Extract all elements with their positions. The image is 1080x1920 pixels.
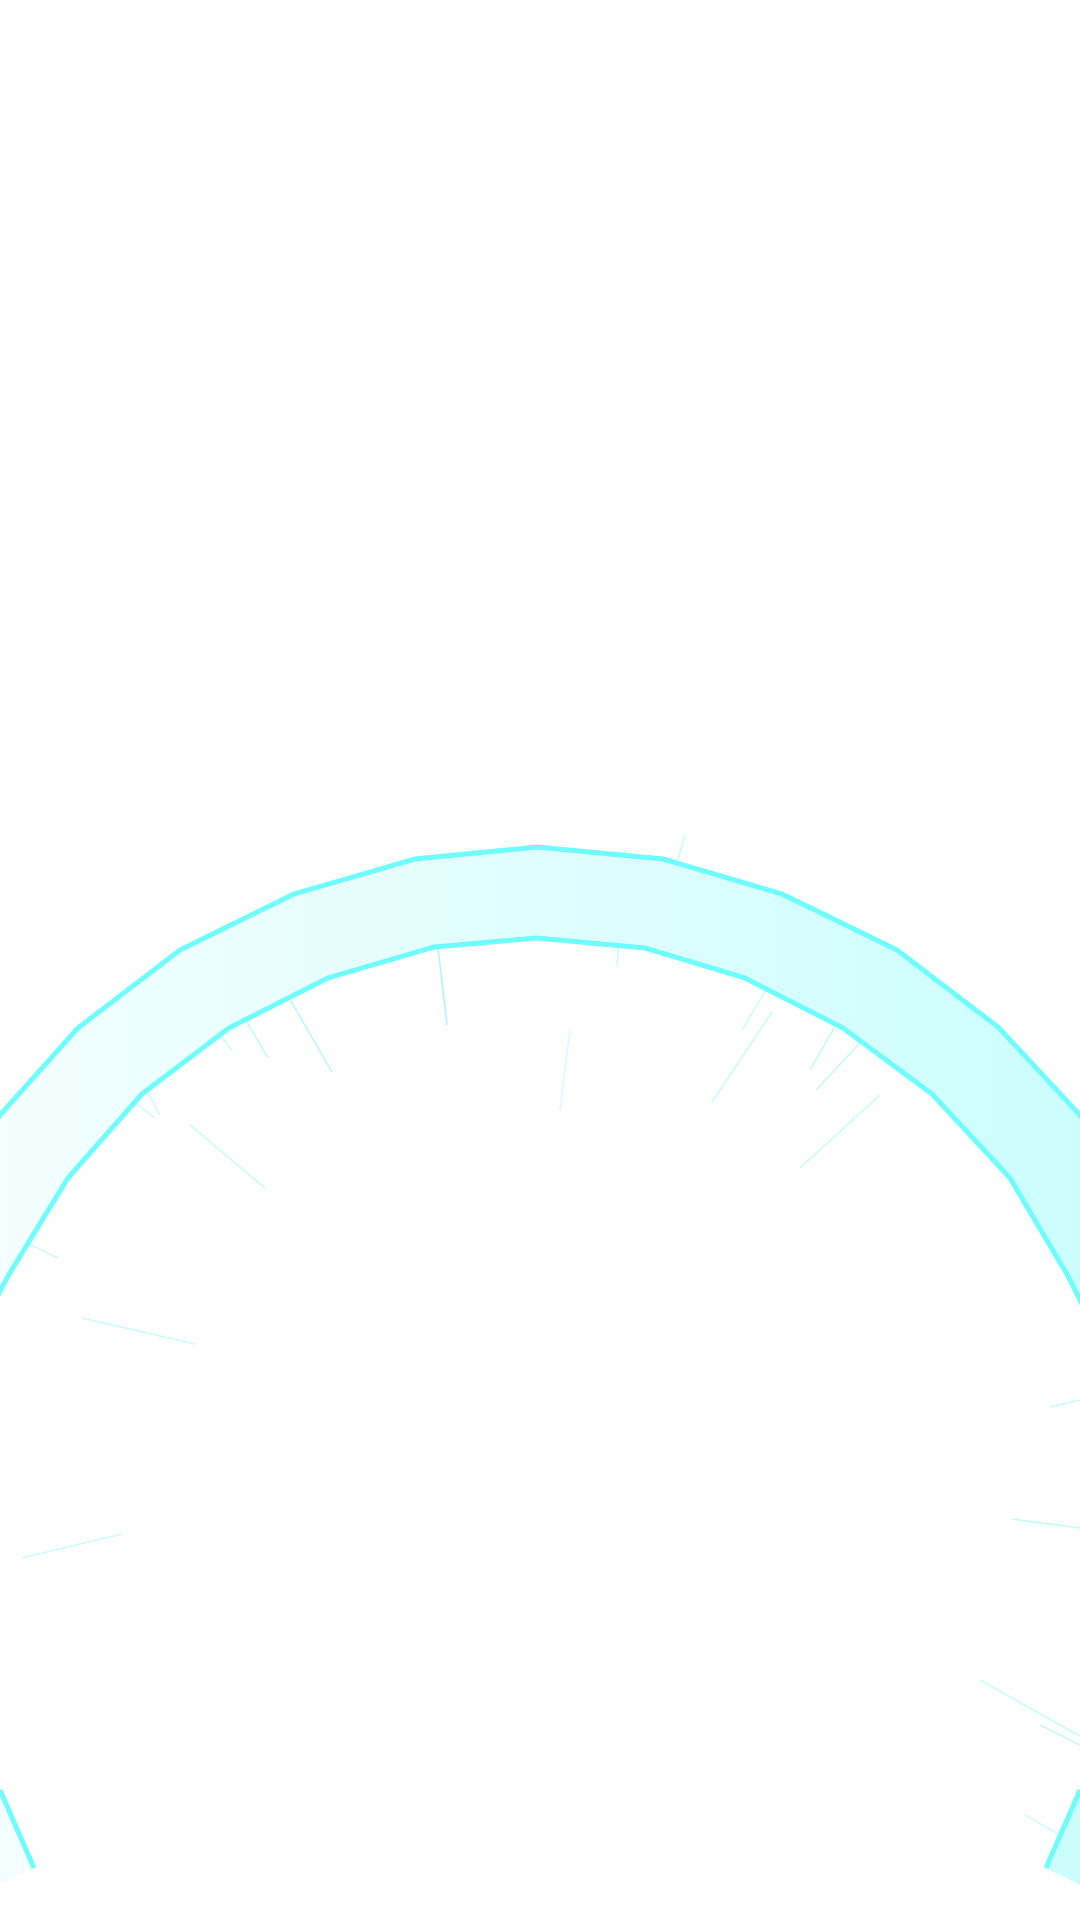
arc-ring xyxy=(0,844,1080,1885)
speed-line xyxy=(711,1011,773,1103)
ring-outer-edge xyxy=(0,844,1080,1120)
speed-line xyxy=(21,1533,123,1559)
ring-cap-right xyxy=(1043,1789,1080,1869)
speed-line xyxy=(1024,1814,1061,1836)
ring-inner-edge xyxy=(0,935,1080,1306)
ring-band xyxy=(0,847,1080,1300)
speed-line xyxy=(81,1317,196,1345)
speed-line xyxy=(1039,1724,1080,1746)
speed-line xyxy=(799,1094,881,1169)
ring-cap-left xyxy=(0,1789,37,1869)
speed-line xyxy=(1049,1399,1080,1408)
speed-line xyxy=(189,1124,266,1189)
speed-line xyxy=(559,1029,571,1111)
speed-line xyxy=(1011,1518,1080,1529)
speed-line xyxy=(979,1679,1080,1737)
